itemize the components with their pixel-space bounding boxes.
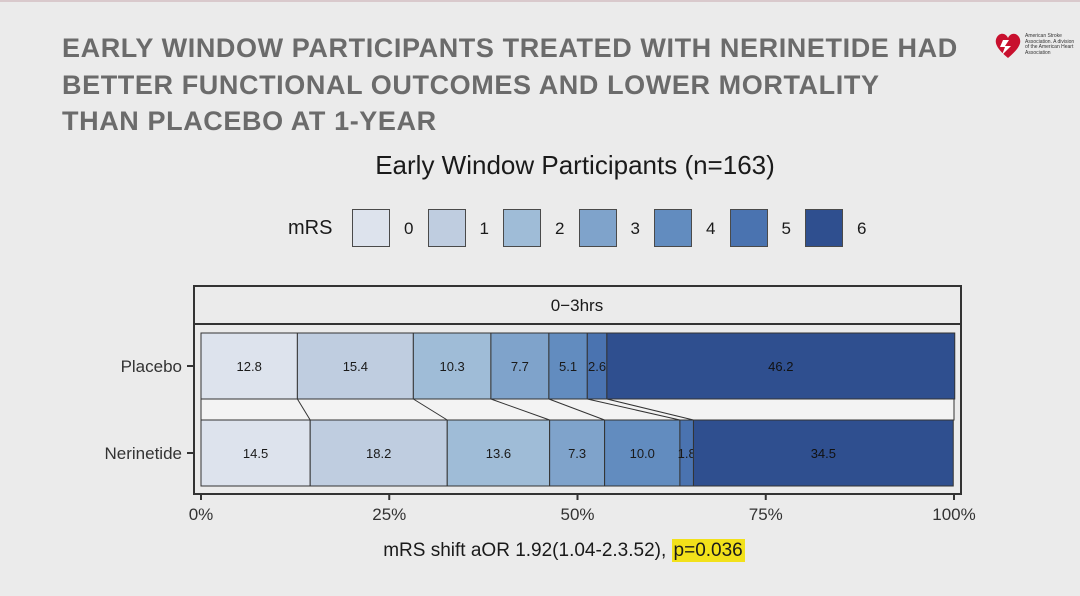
x-tick-label: 25% <box>372 505 406 524</box>
data-label: 2.6 <box>588 359 606 374</box>
legend-swatch <box>427 209 466 247</box>
legend-label: 2 <box>555 219 565 238</box>
data-label: 14.5 <box>243 446 268 461</box>
american-stroke-association-logo <box>995 33 1021 58</box>
heart-icon <box>995 33 1021 58</box>
x-tick-label: 100% <box>932 505 975 524</box>
top-rule <box>0 0 1080 2</box>
chart-title: Early Window Participants (n=163) <box>375 150 775 180</box>
facet-label: 0−3hrs <box>551 296 603 315</box>
x-tick-label: 0% <box>189 505 214 524</box>
bar-segment <box>200 419 311 487</box>
connector-line <box>490 398 550 421</box>
data-label: 10.3 <box>439 359 464 374</box>
bar-segment <box>692 419 954 487</box>
bar-segment <box>604 419 681 487</box>
data-label: 5.1 <box>559 359 577 374</box>
legend-swatch <box>729 209 768 247</box>
bar-segment <box>446 419 551 487</box>
legend-swatch <box>654 209 692 247</box>
data-label: 1.8 <box>678 446 696 461</box>
x-tick-label: 75% <box>749 505 783 524</box>
legend-label: 3 <box>630 219 640 238</box>
data-label: 34.5 <box>811 446 836 461</box>
bar-segment <box>549 419 606 487</box>
connector-line <box>548 398 605 421</box>
bar-segment <box>309 419 448 487</box>
data-label: 18.2 <box>366 446 391 461</box>
data-label: 7.7 <box>511 359 529 374</box>
legend-label: 4 <box>706 219 716 238</box>
bar-segment <box>606 332 956 400</box>
x-tick-label: 50% <box>560 505 594 524</box>
legend-swatch <box>578 209 617 247</box>
data-label: 12.8 <box>237 359 262 374</box>
logo-text: American Stroke Association. A division … <box>1025 33 1075 56</box>
legend-swatch <box>503 209 541 247</box>
facet-strip <box>193 285 962 325</box>
connector-line <box>606 398 694 421</box>
legend-title: mRS <box>288 217 333 239</box>
p-value-highlight: p=0.036 <box>671 539 745 562</box>
connector-line <box>587 398 681 421</box>
category-label: Nerinetide <box>105 444 183 463</box>
connector-line <box>413 398 448 421</box>
legend-swatch <box>805 209 843 247</box>
legend-swatch <box>352 209 390 247</box>
bar-segment <box>412 332 492 400</box>
data-label: 10.0 <box>630 446 655 461</box>
slide-title: EARLY WINDOW PARTICIPANTS TREATED WITH N… <box>62 33 958 136</box>
data-label: 7.3 <box>568 446 586 461</box>
legend-label: 0 <box>404 219 414 238</box>
bar-segment <box>296 332 414 400</box>
data-label: 46.2 <box>768 359 793 374</box>
legend-label: 5 <box>781 219 791 238</box>
data-label: 15.4 <box>343 359 368 374</box>
category-label: Placebo <box>121 357 182 376</box>
bar-segment <box>200 332 298 400</box>
legend-label: 1 <box>479 219 489 238</box>
footnote-text: mRS shift aOR 1.92(1.04-2.3.52), <box>383 540 672 561</box>
legend-label: 6 <box>857 219 867 238</box>
bar-segment <box>490 332 550 400</box>
footnote: mRS shift aOR 1.92(1.04-2.3.52), p=0.036 <box>0 539 1080 562</box>
connector-line <box>296 398 311 421</box>
data-label: 13.6 <box>486 446 511 461</box>
